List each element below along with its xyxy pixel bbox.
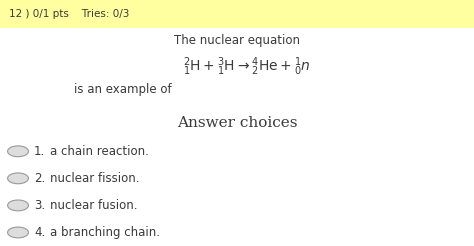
Text: nuclear fission.: nuclear fission. [50, 172, 139, 185]
Text: a branching chain.: a branching chain. [50, 226, 160, 239]
Circle shape [8, 227, 28, 238]
Text: is an example of: is an example of [74, 83, 172, 96]
Text: 3.: 3. [34, 199, 45, 212]
Text: 4.: 4. [34, 226, 46, 239]
Text: nuclear fusion.: nuclear fusion. [50, 199, 137, 212]
Text: 2.: 2. [34, 172, 46, 185]
Text: Answer choices: Answer choices [177, 116, 297, 130]
Bar [0, 0, 474, 28]
Text: ${}^2_1\mathrm{H} + {}^3_1\mathrm{H} \rightarrow {}^4_2\mathrm{He} + {}^1_0n$: ${}^2_1\mathrm{H} + {}^3_1\mathrm{H} \ri… [182, 55, 310, 78]
Text: a chain reaction.: a chain reaction. [50, 145, 149, 158]
Text: The nuclear equation: The nuclear equation [174, 34, 300, 47]
Text: 12 ) 0/1 pts    Tries: 0/3: 12 ) 0/1 pts Tries: 0/3 [9, 9, 129, 19]
Circle shape [8, 173, 28, 184]
Circle shape [8, 200, 28, 211]
Circle shape [8, 146, 28, 157]
Text: 1.: 1. [34, 145, 46, 158]
